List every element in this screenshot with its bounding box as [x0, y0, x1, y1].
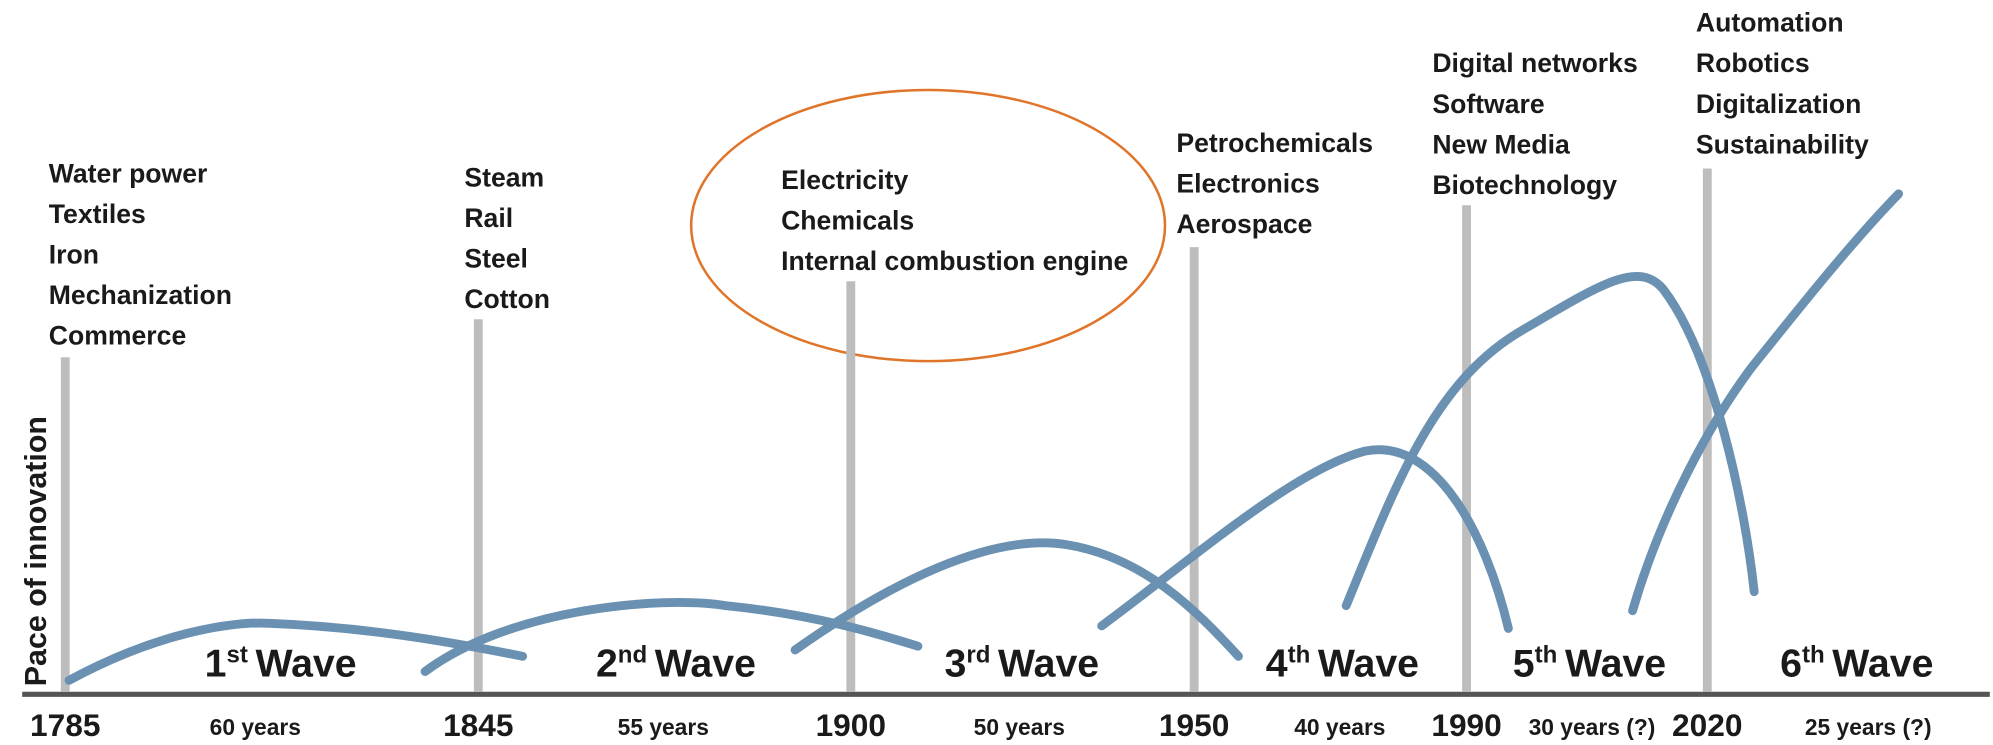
- wave-label: 2nd Wave: [596, 642, 756, 686]
- duration-label: 60 years: [210, 714, 301, 740]
- technology: Cotton: [464, 284, 550, 314]
- technology: Software: [1432, 89, 1544, 119]
- duration-label: 55 years: [618, 714, 709, 740]
- technology: Digital networks: [1432, 48, 1637, 78]
- wave-word: Wave: [655, 642, 756, 686]
- wave-word: Wave: [998, 642, 1099, 686]
- wave-curves: [64, 189, 1904, 685]
- technology: Internal combustion engine: [781, 246, 1128, 276]
- year-label: 2020: [1672, 707, 1742, 743]
- wave-curve: [420, 598, 923, 676]
- technology: Textiles: [49, 199, 146, 229]
- wave-number: 6: [1780, 642, 1802, 686]
- wave-number: 1: [205, 642, 227, 686]
- technology: Petrochemicals: [1176, 128, 1373, 158]
- y-axis-label: Pace of innovation: [19, 416, 53, 686]
- technology: Electricity: [781, 165, 908, 195]
- wave-suffix: rd: [966, 642, 990, 669]
- technology: Rail: [464, 203, 513, 233]
- wave-suffix: th: [1288, 642, 1311, 669]
- wave-suffix: th: [1535, 642, 1558, 669]
- duration-label: 40 years: [1294, 714, 1385, 740]
- technology: Digitalization: [1696, 89, 1861, 119]
- wave-word: Wave: [256, 642, 357, 686]
- wave-label: 3rd Wave: [945, 642, 1100, 686]
- technology: Aerospace: [1176, 209, 1312, 239]
- wave-label: 4th Wave: [1266, 642, 1419, 686]
- technology: Steam: [464, 162, 544, 192]
- highlight-ellipse: [689, 88, 1167, 363]
- wave-curve: [64, 618, 528, 685]
- wave-curve: [1341, 271, 1759, 611]
- wave-suffix: st: [226, 642, 247, 669]
- wave-label: 6th Wave: [1780, 642, 1933, 686]
- wave-number: 2: [596, 642, 618, 686]
- technology: Sustainability: [1696, 129, 1869, 159]
- year-label: 1950: [1159, 707, 1229, 743]
- wave-word: Wave: [1318, 642, 1419, 686]
- wave-curve: [790, 538, 1243, 661]
- wave-label: 1st Wave: [205, 642, 357, 686]
- technology: New Media: [1432, 129, 1570, 159]
- wave-curve: [1628, 189, 1904, 616]
- technology: Robotics: [1696, 48, 1810, 78]
- duration-label: 30 years (?): [1529, 714, 1656, 740]
- technology: Commerce: [49, 321, 186, 351]
- technology: Biotechnology: [1432, 170, 1617, 200]
- wave-label: 5th Wave: [1513, 642, 1666, 686]
- year-label: 1900: [816, 707, 886, 743]
- technology: Chemicals: [781, 205, 914, 235]
- technology: Iron: [49, 240, 99, 270]
- wave-number: 5: [1513, 642, 1535, 686]
- year-label: 1785: [30, 707, 100, 743]
- technology: Electronics: [1176, 169, 1319, 199]
- year-label: 1845: [443, 707, 513, 743]
- technology: Steel: [464, 243, 528, 273]
- wave-suffix: nd: [618, 642, 647, 669]
- wave-number: 4: [1266, 642, 1288, 686]
- technology: Mechanization: [49, 280, 232, 310]
- wave-word: Wave: [1832, 642, 1933, 686]
- duration-label: 50 years: [974, 714, 1065, 740]
- wave-word: Wave: [1565, 642, 1666, 686]
- wave-suffix: th: [1802, 642, 1825, 669]
- year-label: 1990: [1431, 707, 1501, 743]
- technology: Automation: [1696, 8, 1844, 38]
- wave-curve: [1097, 445, 1513, 633]
- technology: Water power: [49, 158, 208, 188]
- duration-label: 25 years (?): [1805, 714, 1932, 740]
- wave-number: 3: [945, 642, 967, 686]
